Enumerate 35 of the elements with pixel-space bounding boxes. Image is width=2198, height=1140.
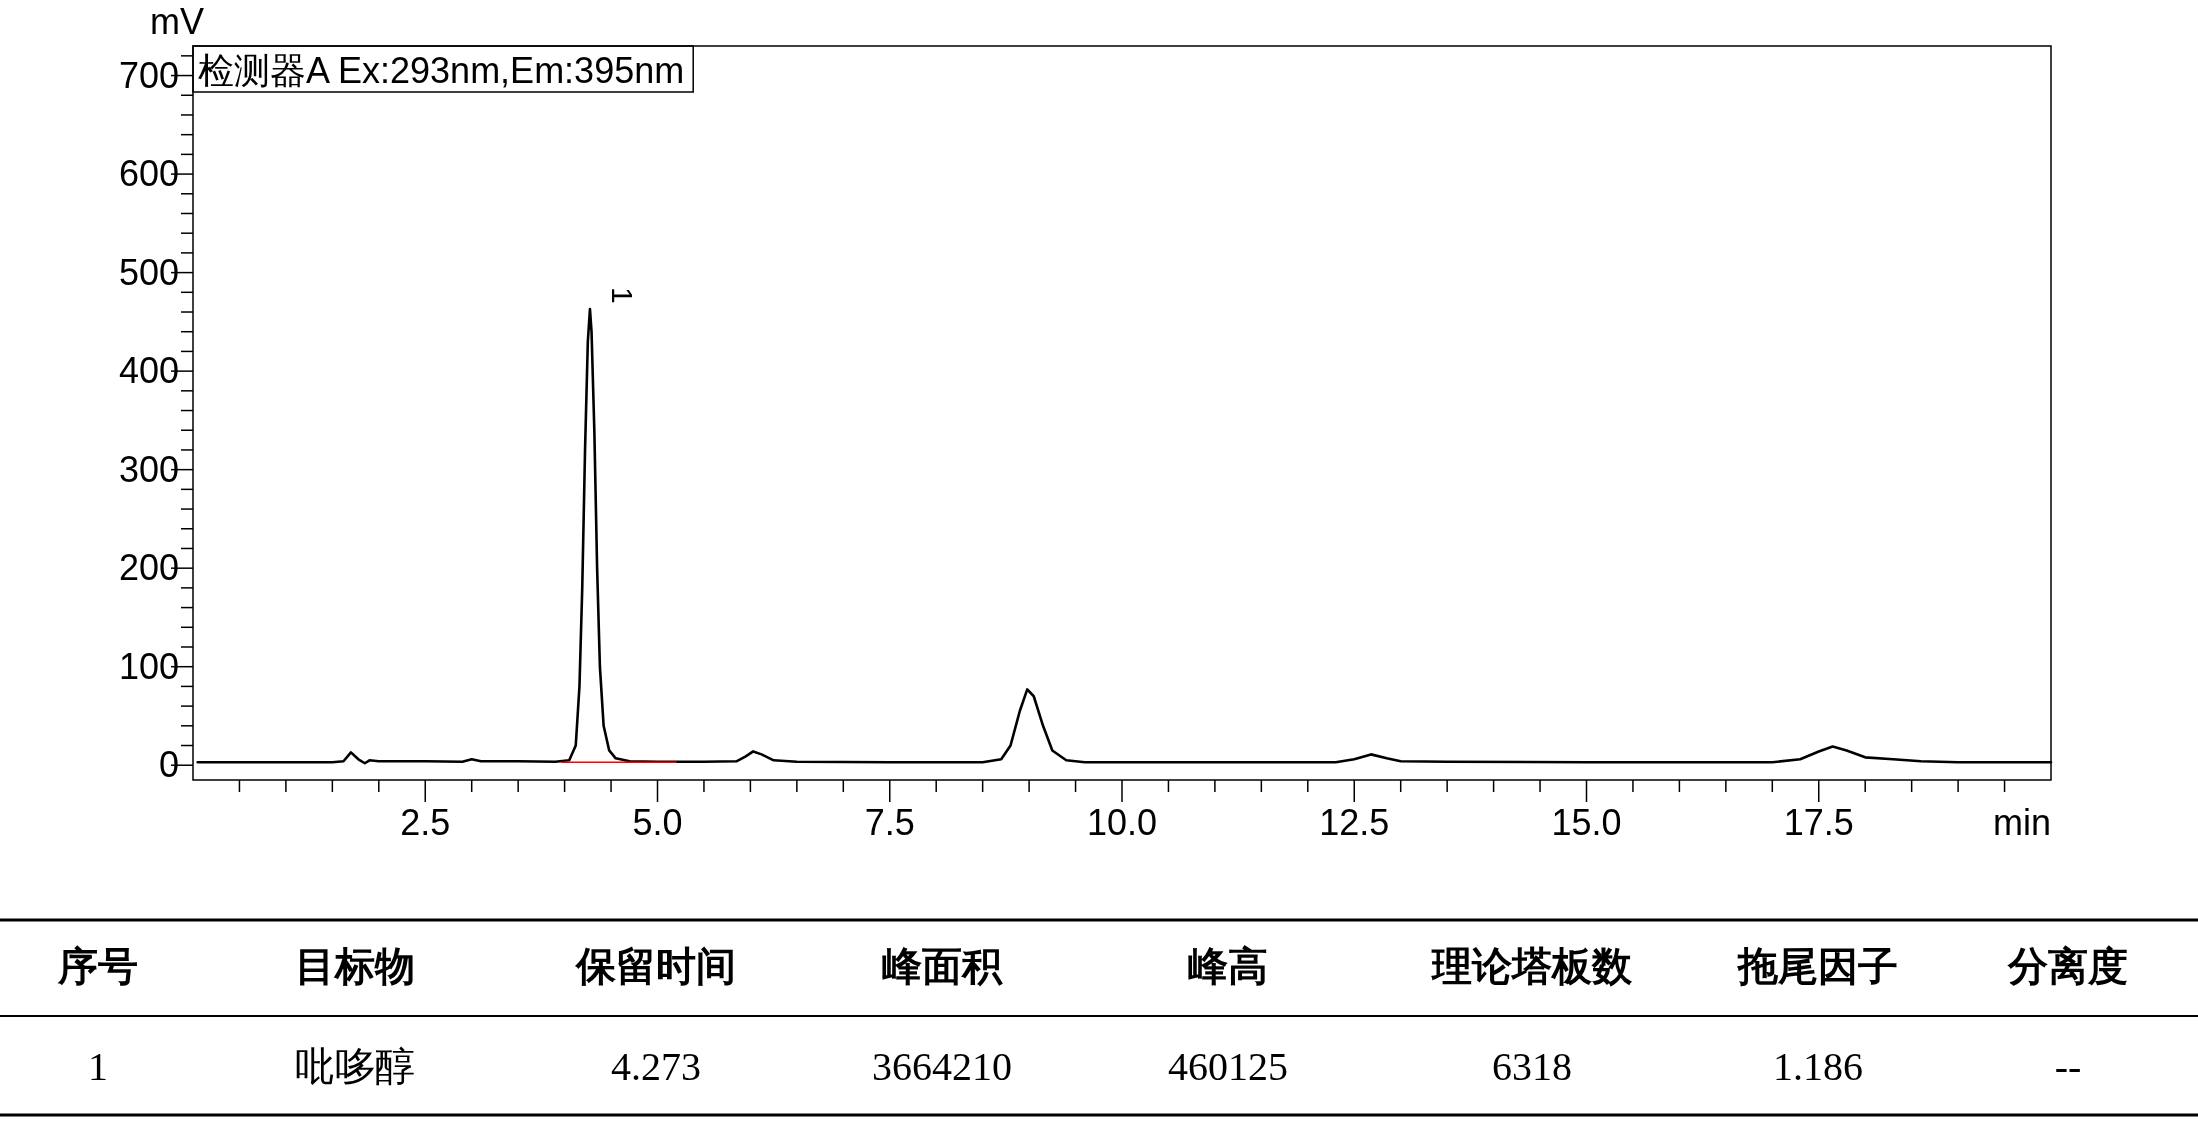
y-tick-label: 100 [118,645,179,687]
annotation: 1 [605,287,639,304]
text: 目标物 [295,944,415,989]
chart-title: 检测器A Ex:293nm,Em:395nm [198,50,685,91]
x-tick-label: 10.0 [1086,802,1158,843]
x-tick-label: 2.5 [400,802,451,843]
text: 峰面积 [882,944,1003,989]
y-tick-label: 300 [118,448,179,490]
x-axis-title: min [1992,802,2051,843]
text: 4.273 [611,1044,701,1089]
y-tick-label: 400 [118,350,179,392]
y-axis-title: mV [150,1,204,42]
text: 保留时间 [574,944,736,989]
x-tick-label: 7.5 [864,802,915,843]
y-tick-label: 500 [118,251,179,293]
text: 1.186 [1773,1044,1863,1089]
text: 1 [88,1044,108,1089]
y-tick-label: 700 [118,54,179,96]
text: -- [2054,1044,2082,1089]
text: 拖尾因子 [1736,944,1898,989]
x-tick-label: 17.5 [1783,802,1854,843]
x-tick-label: 15.0 [1551,802,1622,843]
text: 理论塔板数 [1431,944,1633,989]
text: 3664210 [872,1044,1012,1089]
text: 460125 [1168,1044,1288,1089]
text: 分离度 [2007,944,2128,989]
y-tick-label: 0 [158,744,179,786]
x-tick-label: 12.5 [1319,802,1390,843]
x-tick-label: 5.0 [632,802,683,843]
text: 峰高 [1188,944,1268,989]
y-tick-label: 600 [118,153,179,195]
text: 吡哆醇 [295,1044,415,1089]
y-tick-label: 200 [118,547,179,589]
text: 6318 [1492,1044,1572,1089]
text: 序号 [57,944,138,989]
